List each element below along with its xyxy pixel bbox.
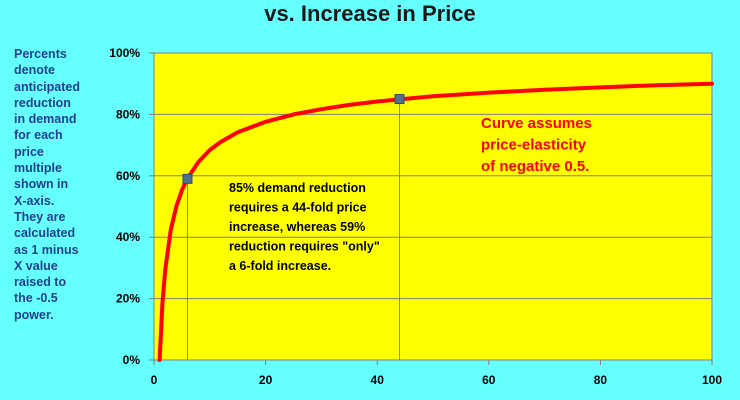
callout-demand-reduction: 85% demand reduction requires a 44-fold p…: [229, 181, 380, 273]
series-line: [157, 81, 714, 362]
x-tick-label: 100: [702, 373, 722, 387]
chart-title: vs. Increase in Price: [264, 1, 476, 26]
plot-area: [153, 52, 713, 361]
x-tick-label: 80: [594, 373, 608, 387]
data-point-marker: [182, 173, 193, 184]
y-tick-label: 60%: [116, 169, 140, 183]
callout-elasticity: Curve assumes price-elasticity of negative…: [481, 115, 592, 175]
y-tick-label: 20%: [116, 292, 140, 306]
y-tick-label: 80%: [116, 107, 140, 121]
x-tick-label: 0: [151, 373, 158, 387]
x-tick-label: 40: [371, 373, 385, 387]
y-tick-label: 100%: [109, 46, 140, 60]
y-tick-label: 0%: [123, 353, 141, 367]
data-point-marker: [394, 94, 405, 105]
x-tick-label: 20: [259, 373, 273, 387]
x-tick-label: 60: [482, 373, 496, 387]
side-note: Percents denote anticipated reduction in…: [14, 47, 80, 322]
y-tick-label: 40%: [116, 230, 140, 244]
